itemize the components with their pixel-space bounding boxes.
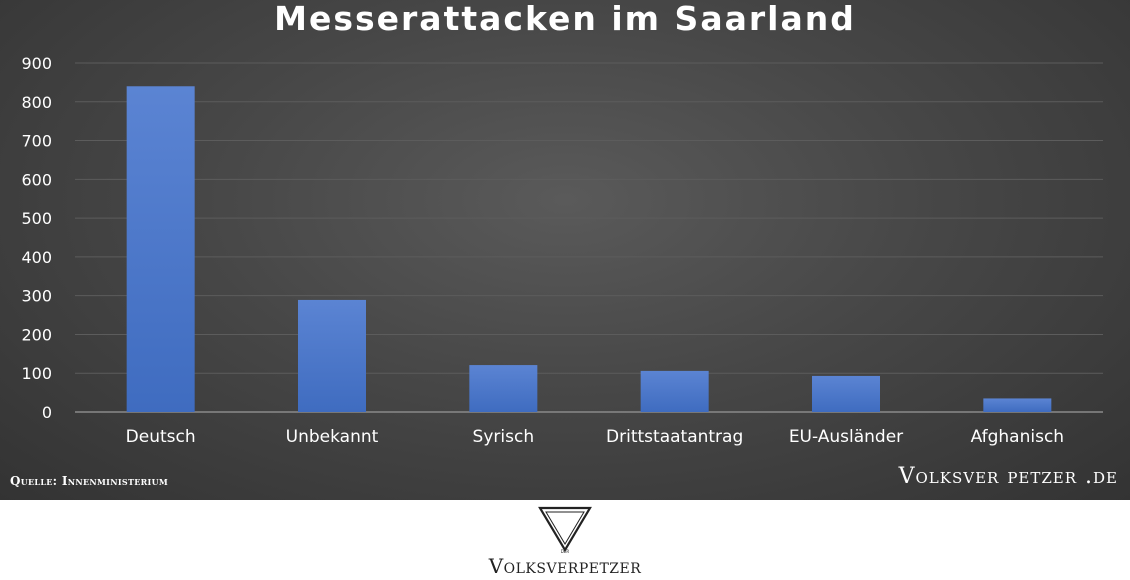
footer-brand-name: Volksverpetzer: [488, 554, 642, 578]
y-tick-label: 100: [21, 364, 52, 383]
bar-unbekannt: [298, 299, 366, 412]
source-note: Quelle: Innenministerium: [10, 474, 169, 488]
footer-logo: DER Volksverpetzer: [0, 504, 1130, 580]
y-tick-label: 0: [42, 403, 52, 422]
watermark: Volksver petzer .de: [898, 464, 1118, 489]
y-tick-label: 900: [21, 54, 52, 73]
logo-small-text: DER: [561, 549, 570, 554]
bar-deutsch: [126, 86, 195, 413]
y-tick-label: 500: [21, 209, 52, 228]
bar-afghanisch: [983, 398, 1052, 412]
x-category-label: Drittstaatantrag: [606, 427, 743, 447]
bar-syrisch: [469, 365, 538, 412]
bar-drittstaatantrag: [640, 370, 709, 412]
x-category-label: Afghanisch: [971, 427, 1064, 447]
inverted-triangle-icon: DER: [538, 506, 592, 554]
x-category-label: Syrisch: [473, 427, 535, 447]
y-tick-label: 300: [21, 287, 52, 306]
y-tick-label: 800: [21, 93, 52, 112]
y-tick-label: 200: [21, 325, 52, 344]
x-category-label: EU-Ausländer: [789, 427, 903, 447]
y-tick-label: 400: [21, 248, 52, 267]
x-category-label: Deutsch: [126, 427, 196, 447]
bar-eu-ausl-nder: [812, 375, 880, 412]
chart-title: Messerattacken im Saarland: [274, 0, 856, 38]
y-tick-label: 700: [21, 132, 52, 151]
x-category-label: Unbekannt: [286, 427, 379, 447]
chart-panel: 0 100 200 300 400 500 600 700 800 900 Deutsch Unbe…: [0, 0, 1130, 500]
y-tick-label: 600: [21, 170, 52, 189]
bar-chart: 0 100 200 300 400 500 600 700 800 900 Deutsch Unbe…: [21, 54, 1103, 447]
